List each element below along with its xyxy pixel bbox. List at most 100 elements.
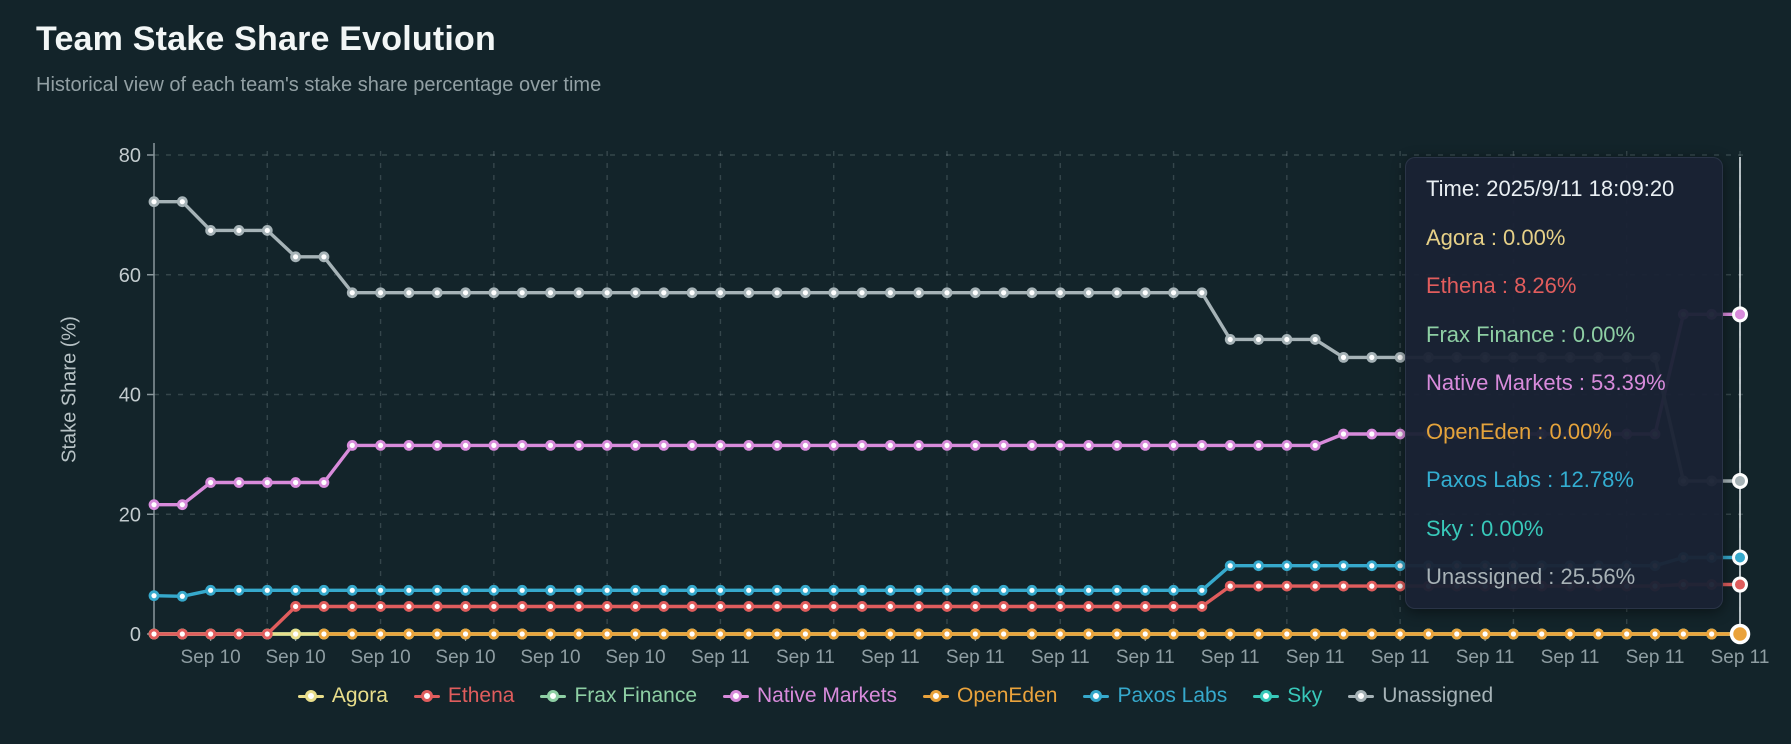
data-point-core: [746, 290, 752, 296]
data-point-core: [576, 603, 582, 610]
data-point-core: [1340, 583, 1347, 589]
data-point-core: [1114, 442, 1120, 448]
data-point-core: [1454, 631, 1460, 637]
data-point-core: [1397, 431, 1403, 437]
data-point-core: [604, 587, 610, 593]
data-point-core: [1369, 583, 1375, 589]
data-point-core: [377, 603, 384, 610]
data-point-core: [462, 587, 469, 593]
data-point-core: [944, 442, 950, 448]
data-point-core: [887, 631, 893, 637]
data-point-core: [519, 442, 525, 448]
data-point-core: [349, 587, 355, 593]
data-point-core: [1284, 442, 1290, 448]
data-point-core: [236, 227, 242, 234]
legend-marker-icon: [1253, 689, 1280, 703]
data-point-core: [576, 290, 582, 296]
data-point-core: [1114, 603, 1120, 610]
data-point-core: [689, 442, 695, 448]
data-point-core: [1624, 631, 1630, 637]
data-point-core: [1652, 631, 1658, 637]
data-point-core: [179, 631, 185, 637]
data-point-core: [831, 290, 837, 296]
data-point-core: [1595, 631, 1601, 637]
data-point-core: [1340, 354, 1347, 360]
y-tick-label-80: 80: [119, 145, 141, 167]
data-point-core: [689, 603, 695, 610]
data-point-core: [321, 603, 327, 610]
data-point-core: [859, 442, 865, 448]
data-point-core: [1114, 290, 1120, 296]
tooltip-row-sky: Sky : 0.00%: [1426, 515, 1544, 541]
data-point-core: [406, 631, 412, 637]
data-point-core: [1709, 631, 1715, 637]
tooltip-row-openeden: OpenEden : 0.00%: [1426, 418, 1612, 444]
data-point-core: [632, 603, 639, 610]
data-point-core: [462, 603, 469, 610]
data-point-core: [887, 587, 893, 593]
legend-marker-icon: [413, 689, 440, 703]
x-tick-label: Sep 10: [520, 647, 580, 668]
data-point-core: [831, 587, 837, 593]
legend-item-native-markets[interactable]: Native Markets: [723, 684, 897, 708]
data-point-core: [179, 593, 185, 599]
y-tick-label-20: 20: [119, 504, 141, 526]
data-point-core: [746, 631, 752, 637]
data-point-core: [1170, 587, 1177, 593]
data-point-core: [1001, 603, 1007, 610]
data-point-core: [151, 593, 157, 599]
data-point-core: [462, 631, 469, 637]
data-point-core: [1539, 631, 1545, 637]
data-point-core: [1114, 631, 1120, 637]
data-point-core: [1680, 631, 1686, 637]
data-point-core: [1057, 442, 1063, 448]
page-subtitle: Historical view of each team's stake sha…: [36, 74, 602, 96]
data-point-core: [491, 603, 497, 610]
legend-item-sky[interactable]: Sky: [1253, 684, 1322, 708]
legend-item-frax-finance[interactable]: Frax Finance: [540, 684, 697, 708]
data-point-core: [1170, 442, 1177, 448]
data-point-core: [1255, 563, 1262, 569]
data-point-core: [717, 631, 724, 637]
legend-label: Native Markets: [757, 684, 898, 707]
legend-item-paxos-labs[interactable]: Paxos Labs: [1083, 684, 1227, 708]
data-point-core: [377, 587, 384, 593]
data-point-core: [491, 290, 497, 296]
legend-marker-icon: [1348, 689, 1375, 703]
legend-label: Frax Finance: [574, 684, 697, 707]
data-point-core: [264, 479, 270, 486]
x-tick-label: Sep 10: [605, 647, 665, 668]
legend-item-openeden[interactable]: OpenEden: [923, 684, 1057, 708]
data-point-core: [151, 502, 157, 508]
data-point-core: [264, 227, 270, 234]
data-point-core: [1001, 587, 1007, 593]
data-point-core: [236, 587, 242, 593]
legend-label: Sky: [1287, 684, 1323, 707]
data-point-core: [689, 587, 695, 593]
legend-item-agora[interactable]: Agora: [297, 684, 388, 708]
data-point-core: [916, 290, 922, 296]
tooltip-row-frax-finance: Frax Finance : 0.00%: [1426, 321, 1636, 347]
legend-item-unassigned[interactable]: Unassigned: [1348, 684, 1493, 708]
data-point-core: [689, 631, 695, 637]
data-point-core: [1284, 583, 1290, 589]
data-point-core: [1170, 290, 1177, 296]
data-point-core: [1170, 631, 1177, 637]
data-point-core: [434, 587, 440, 593]
data-point-core: [547, 442, 554, 448]
x-tick-label: Sep 11: [1711, 647, 1770, 668]
data-point-core: [1142, 603, 1148, 610]
legend-item-ethena[interactable]: Ethena: [413, 684, 514, 708]
data-point-core: [519, 603, 525, 610]
data-point-core: [1482, 631, 1488, 637]
highlight-point-paxos-labs: [1732, 549, 1748, 566]
data-point-core: [1227, 563, 1233, 569]
data-point-core: [1029, 603, 1035, 610]
data-point-core: [1199, 631, 1205, 637]
data-point-core: [916, 631, 922, 637]
data-point-core: [208, 631, 214, 637]
x-tick-label: Sep 11: [776, 647, 835, 668]
data-point-core: [717, 290, 724, 296]
y-axis-title: Stake Share (%): [58, 316, 81, 463]
data-point-core: [321, 631, 327, 637]
